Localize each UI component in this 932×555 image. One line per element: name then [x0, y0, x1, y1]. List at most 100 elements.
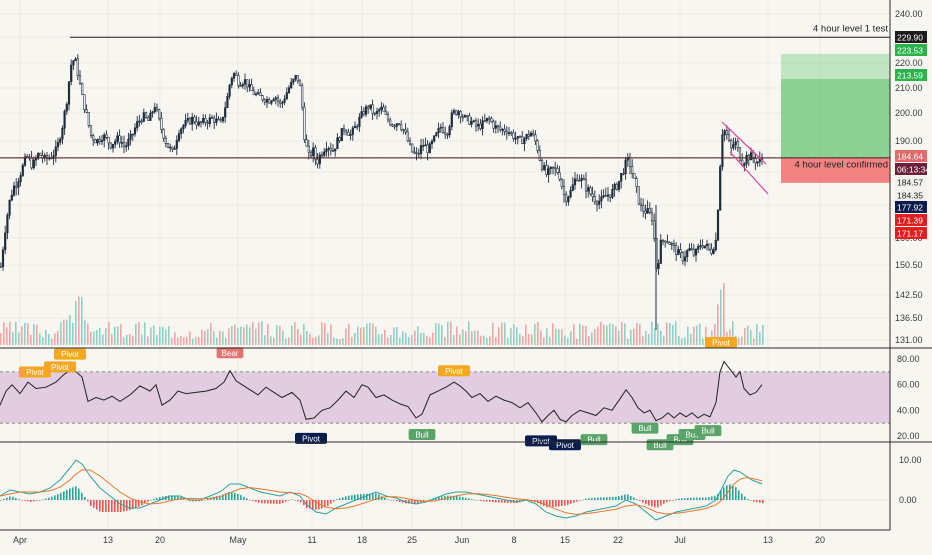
candle[interactable]: [235, 70, 238, 76]
rsi-signal-label[interactable]: Bear: [216, 347, 244, 359]
price-badge[interactable]: 171.17: [895, 227, 927, 239]
candle[interactable]: [617, 180, 621, 193]
candle[interactable]: [697, 243, 700, 254]
rsi-signal-label[interactable]: Pivot: [44, 361, 76, 373]
candle[interactable]: [626, 153, 629, 167]
candle[interactable]: [591, 186, 594, 202]
candle[interactable]: [140, 118, 143, 125]
candle[interactable]: [606, 187, 610, 202]
candle[interactable]: [461, 114, 464, 122]
candle[interactable]: [481, 116, 484, 136]
candle[interactable]: [39, 152, 42, 156]
candle[interactable]: [712, 247, 715, 255]
candle[interactable]: [294, 75, 297, 82]
candle[interactable]: [642, 198, 645, 218]
candle[interactable]: [351, 125, 354, 141]
target-zone-upper[interactable]: [781, 53, 890, 80]
candle[interactable]: [45, 151, 49, 166]
candle[interactable]: [329, 142, 332, 156]
candle[interactable]: [147, 115, 150, 121]
candle[interactable]: [441, 122, 445, 134]
candle[interactable]: [400, 120, 403, 132]
candle[interactable]: [490, 116, 493, 123]
candle[interactable]: [635, 176, 638, 193]
rsi-signal-label[interactable]: Pivot: [19, 366, 51, 378]
candle[interactable]: [334, 148, 337, 157]
candle[interactable]: [657, 259, 660, 276]
candle[interactable]: [160, 112, 163, 134]
candle[interactable]: [312, 142, 315, 163]
candle[interactable]: [15, 178, 18, 196]
candle[interactable]: [281, 100, 284, 109]
candle[interactable]: [175, 135, 178, 156]
candle[interactable]: [457, 109, 460, 119]
candle[interactable]: [452, 108, 456, 115]
candle[interactable]: [433, 135, 436, 143]
candle[interactable]: [439, 123, 442, 133]
candle[interactable]: [184, 113, 187, 129]
candle[interactable]: [116, 132, 119, 145]
candle[interactable]: [532, 129, 535, 137]
candle[interactable]: [389, 117, 392, 127]
candle[interactable]: [230, 76, 233, 89]
candle[interactable]: [70, 59, 73, 86]
candle[interactable]: [6, 212, 9, 240]
channel-line-upper[interactable]: [721, 121, 767, 165]
candle[interactable]: [111, 143, 115, 153]
candle[interactable]: [292, 78, 295, 85]
candle[interactable]: [349, 129, 352, 141]
candle[interactable]: [558, 165, 561, 182]
candle[interactable]: [659, 233, 662, 264]
price-badge[interactable]: 171.39: [895, 214, 927, 226]
candle[interactable]: [411, 143, 414, 153]
candle[interactable]: [92, 133, 95, 146]
candle[interactable]: [664, 240, 667, 248]
candle[interactable]: [708, 243, 711, 252]
candle[interactable]: [424, 137, 427, 147]
candle[interactable]: [474, 117, 478, 132]
candle[interactable]: [41, 150, 44, 164]
candle[interactable]: [615, 182, 618, 191]
candle[interactable]: [107, 136, 110, 150]
candle[interactable]: [188, 116, 192, 125]
candle[interactable]: [166, 143, 170, 149]
candle[interactable]: [138, 114, 141, 127]
candle[interactable]: [8, 199, 11, 220]
candle[interactable]: [472, 119, 475, 123]
candle[interactable]: [554, 161, 557, 176]
candle[interactable]: [501, 127, 504, 136]
candle[interactable]: [239, 81, 242, 88]
candle[interactable]: [259, 88, 262, 96]
candle[interactable]: [243, 73, 247, 90]
rsi-signal-label[interactable]: Bull: [580, 434, 608, 446]
candle[interactable]: [694, 247, 698, 262]
candle[interactable]: [448, 124, 451, 138]
candle[interactable]: [318, 152, 321, 169]
candle[interactable]: [290, 77, 293, 89]
candle[interactable]: [576, 173, 579, 182]
candle[interactable]: [692, 244, 695, 258]
candle[interactable]: [382, 103, 385, 112]
candle[interactable]: [127, 132, 130, 151]
candle[interactable]: [54, 139, 57, 163]
candle[interactable]: [699, 239, 702, 250]
candle[interactable]: [342, 124, 346, 136]
candle[interactable]: [133, 123, 137, 137]
candle[interactable]: [169, 143, 172, 152]
candle[interactable]: [164, 135, 167, 148]
candle[interactable]: [628, 152, 632, 175]
candle[interactable]: [534, 130, 537, 146]
candle[interactable]: [721, 128, 724, 171]
candle[interactable]: [307, 140, 310, 160]
price-badge[interactable]: 184.64: [895, 150, 927, 162]
candle[interactable]: [301, 83, 304, 111]
candle[interactable]: [650, 207, 654, 226]
candle[interactable]: [639, 197, 643, 212]
candle[interactable]: [604, 187, 607, 197]
candle[interactable]: [114, 138, 117, 149]
candle[interactable]: [356, 123, 359, 131]
candle[interactable]: [303, 102, 306, 143]
candle[interactable]: [437, 122, 440, 139]
candle[interactable]: [459, 110, 462, 124]
candle[interactable]: [131, 133, 134, 142]
